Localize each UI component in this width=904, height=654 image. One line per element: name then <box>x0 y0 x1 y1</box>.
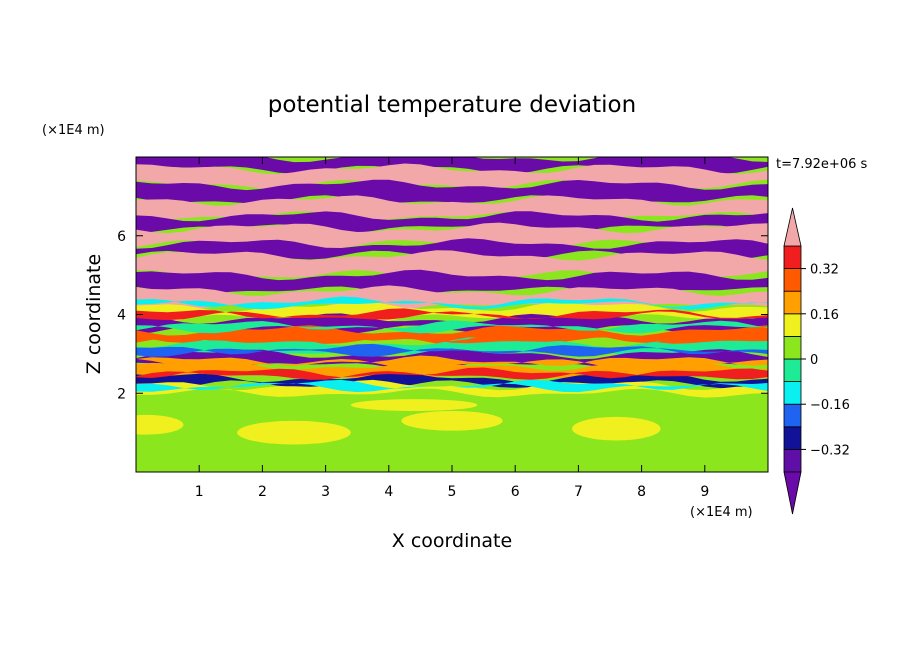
colorbar-label: 0.16 <box>810 308 839 323</box>
colorbar-label: −0.32 <box>810 443 850 458</box>
field-blob <box>237 420 351 445</box>
x-tick-label: 7 <box>574 484 583 500</box>
field-streak <box>136 379 768 393</box>
contour-field <box>136 157 768 472</box>
colorbar-segment <box>783 403 802 428</box>
field-streak <box>136 343 768 357</box>
y-tick-label: 2 <box>117 386 126 402</box>
field-streak <box>136 320 768 334</box>
colorbar-segment <box>783 335 802 360</box>
x-tick-label: 2 <box>258 484 267 500</box>
colorbar-label: 0 <box>810 353 818 368</box>
field-blob <box>331 436 421 461</box>
y-tick-label: 6 <box>117 229 126 245</box>
y-tick-label: 4 <box>117 308 126 324</box>
x-tick-label: 4 <box>384 484 393 500</box>
y-unit-label: (×1E4 m) <box>42 123 105 138</box>
field-blob <box>641 440 756 465</box>
field-streak <box>136 296 768 310</box>
field-blob <box>470 440 585 465</box>
colorbar-segment <box>783 313 802 337</box>
colorbar-segment <box>783 448 802 473</box>
field-blob <box>136 414 184 435</box>
field-layer-band <box>136 250 768 279</box>
x-axis-label: X coordinate <box>392 530 512 552</box>
field-blob <box>350 399 478 411</box>
colorbar-over-arrow <box>783 207 802 247</box>
time-label: t=7.92e+06 s <box>776 157 868 172</box>
field-layer-band <box>136 337 768 359</box>
field-layer-band <box>136 211 768 233</box>
x-tick-label: 9 <box>700 484 709 500</box>
field-streak <box>136 355 768 369</box>
x-tick-label: 8 <box>637 484 646 500</box>
colorbar: 0.32 0.16 0 −0.16 −0.32 <box>783 207 850 515</box>
field-layer-band <box>136 163 768 189</box>
colorbar-segment <box>783 358 802 383</box>
chart-title: potential temperature deviation <box>268 92 636 118</box>
x-tick-label: 6 <box>511 484 520 500</box>
colorbar-segment <box>783 290 802 315</box>
colorbar-segment <box>783 426 802 450</box>
colorbar-segment <box>783 245 802 270</box>
colorbar-segment <box>783 268 802 292</box>
field-blob <box>572 416 661 441</box>
field-streak <box>136 332 768 344</box>
colorbar-label: −0.16 <box>810 398 850 413</box>
field-blob <box>711 405 768 421</box>
field-layer-band <box>136 238 768 260</box>
y-axis-ticks: 2 4 6 <box>117 229 768 402</box>
y-axis-label: Z coordinate <box>83 254 105 374</box>
colorbar-under-arrow <box>783 471 802 515</box>
colorbar-segment <box>783 381 802 405</box>
field-blob <box>401 410 503 431</box>
field-blob <box>161 446 250 467</box>
x-axis-ticks: 1 2 3 4 5 6 7 8 9 <box>195 157 709 500</box>
field-layer-band <box>136 157 768 174</box>
x-tick-label: 3 <box>321 484 330 500</box>
x-tick-label: 1 <box>195 484 204 500</box>
field-streak <box>136 308 768 321</box>
field-streak <box>136 367 768 380</box>
x-unit-label: (×1E4 m) <box>690 505 753 520</box>
field-layer-band <box>136 195 768 221</box>
field-layer-band <box>136 179 768 204</box>
colorbar-label: 0.32 <box>810 263 839 278</box>
x-tick-label: 5 <box>448 484 457 500</box>
